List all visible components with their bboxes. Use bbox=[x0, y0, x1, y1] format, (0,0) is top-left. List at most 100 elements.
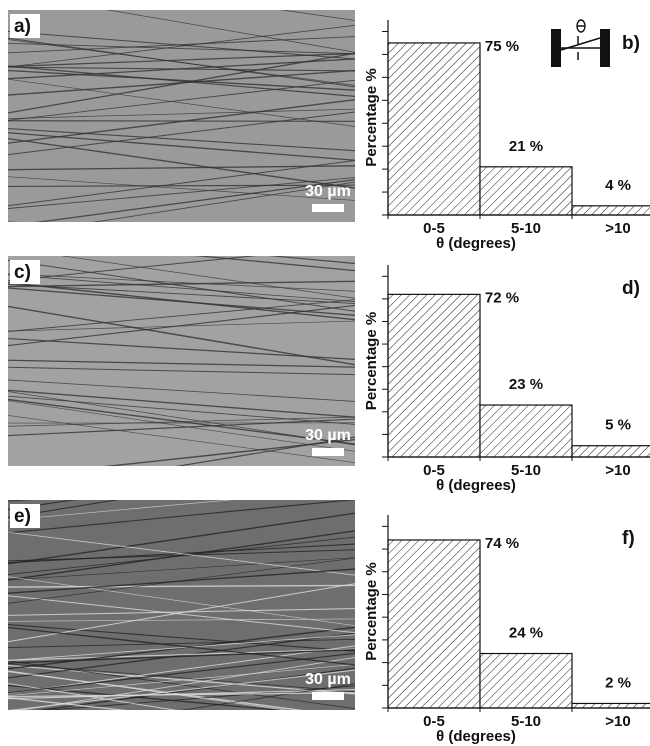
value-label: 74 % bbox=[485, 535, 519, 552]
fiber bbox=[8, 415, 355, 463]
fiber bbox=[8, 274, 355, 302]
fiber bbox=[8, 99, 355, 144]
fiber bbox=[8, 24, 355, 68]
fiber bbox=[8, 648, 355, 664]
fiber bbox=[175, 436, 355, 466]
fibers bbox=[8, 10, 355, 222]
fiber bbox=[180, 683, 355, 710]
x-tick-label: 0-5 bbox=[423, 713, 445, 730]
fiber bbox=[8, 488, 355, 490]
fiber bbox=[8, 42, 355, 55]
fiber bbox=[8, 624, 355, 652]
scale-bar-label: 30 µm bbox=[305, 183, 351, 200]
fiber bbox=[8, 52, 355, 68]
fiber bbox=[8, 395, 355, 425]
fiber bbox=[8, 737, 355, 743]
fiber bbox=[8, 500, 119, 519]
fiber bbox=[8, 337, 355, 361]
fiber bbox=[103, 438, 355, 466]
x-tick-label: 5-10 bbox=[511, 713, 541, 730]
fiber bbox=[8, 739, 355, 746]
fiber bbox=[8, 531, 355, 576]
fiber bbox=[8, 400, 355, 452]
x-axis-label: θ (degrees) bbox=[436, 477, 516, 494]
chart: 74 % 0-5 24 % 5-10 2 % >10 θ (degrees) Percenta… bbox=[363, 515, 650, 745]
fiber bbox=[36, 667, 355, 710]
fibers bbox=[8, 256, 355, 490]
fiber bbox=[8, 111, 355, 156]
panel-label: a) bbox=[14, 16, 31, 37]
fiber bbox=[8, 273, 355, 292]
fiber bbox=[8, 500, 77, 511]
fiber bbox=[8, 733, 355, 746]
fiber bbox=[8, 359, 355, 368]
fiber bbox=[8, 65, 355, 98]
fiber bbox=[8, 626, 355, 666]
fiber bbox=[8, 721, 355, 746]
inset-diagram bbox=[551, 19, 610, 67]
fiber bbox=[8, 576, 355, 626]
panel-label: b) bbox=[622, 33, 640, 54]
fiber bbox=[8, 165, 355, 171]
fiber bbox=[8, 712, 355, 733]
panel-label-bg bbox=[10, 260, 40, 284]
fiber bbox=[8, 52, 355, 114]
fiber bbox=[8, 536, 355, 575]
y-axis-label: Percentage % bbox=[363, 562, 380, 660]
fiber bbox=[8, 663, 355, 693]
fiber bbox=[8, 583, 355, 643]
fiber bbox=[8, 160, 355, 207]
value-label: 75 % bbox=[485, 38, 519, 55]
fiber bbox=[8, 176, 355, 201]
fiber bbox=[8, 473, 355, 480]
fiber bbox=[8, 280, 355, 288]
micrograph: a) 30 µm bbox=[8, 10, 355, 222]
value-label: 72 % bbox=[485, 289, 519, 306]
x-tick-label: 0-5 bbox=[423, 220, 445, 237]
fiber bbox=[8, 652, 355, 694]
panel-label: c) bbox=[14, 262, 31, 283]
fiber bbox=[8, 670, 289, 710]
fiber bbox=[8, 418, 355, 437]
fiber bbox=[44, 685, 355, 710]
fiber bbox=[8, 682, 178, 710]
chart: 75 % 0-5 21 % 5-10 4 % >10 θ (degrees) Percenta… bbox=[363, 19, 650, 252]
fiber bbox=[8, 283, 355, 304]
value-label: 21 % bbox=[509, 138, 543, 155]
bar bbox=[479, 404, 573, 458]
fiber bbox=[8, 320, 355, 332]
fiber bbox=[8, 645, 355, 694]
bar bbox=[571, 702, 650, 709]
value-label: 5 % bbox=[605, 417, 631, 434]
fiber bbox=[8, 39, 355, 86]
x-tick-label: >10 bbox=[605, 462, 630, 479]
fiber bbox=[8, 584, 355, 588]
fiber bbox=[8, 137, 355, 189]
chart: 72 % 0-5 23 % 5-10 5 % >10 θ (degrees) Percenta… bbox=[363, 265, 650, 494]
fiber bbox=[279, 10, 355, 21]
fiber bbox=[8, 132, 355, 161]
fiber bbox=[8, 282, 355, 321]
value-label: 23 % bbox=[509, 376, 543, 393]
fiber bbox=[8, 634, 355, 661]
fiber bbox=[18, 657, 355, 710]
fiber bbox=[8, 713, 355, 746]
bar bbox=[387, 42, 481, 216]
scale-bar bbox=[312, 692, 344, 700]
value-label: 2 % bbox=[605, 674, 631, 691]
inset-post bbox=[600, 29, 610, 67]
inset-line bbox=[560, 37, 601, 51]
fiber bbox=[8, 500, 32, 502]
scale-bar-label: 30 µm bbox=[305, 671, 351, 688]
fiber bbox=[92, 181, 355, 222]
fiber bbox=[8, 177, 355, 209]
fiber bbox=[8, 500, 234, 521]
bar bbox=[571, 205, 650, 216]
fiber bbox=[8, 500, 355, 534]
y-axis-label: Percentage % bbox=[363, 312, 380, 410]
fiber bbox=[8, 664, 355, 697]
fiber bbox=[8, 30, 355, 60]
bar bbox=[571, 445, 650, 458]
fiber bbox=[8, 669, 355, 710]
